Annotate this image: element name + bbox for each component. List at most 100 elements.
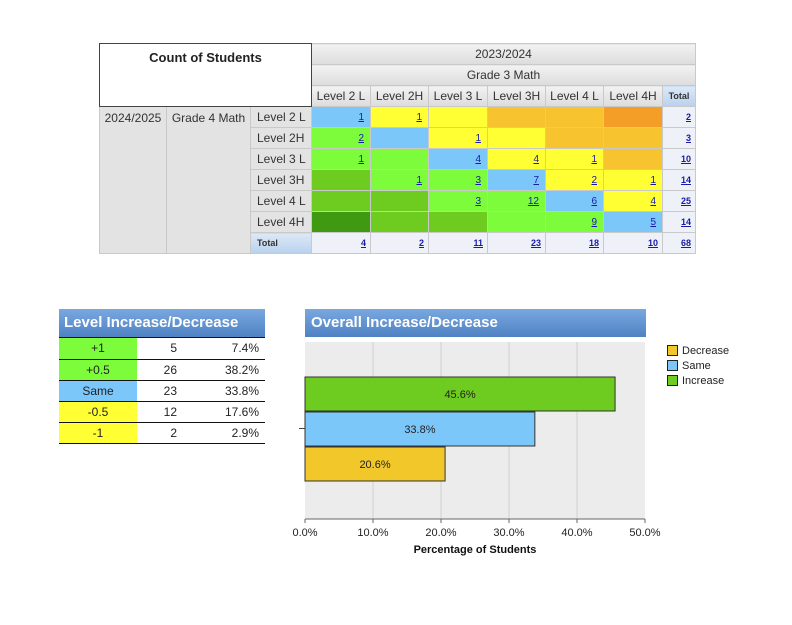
row-total-link[interactable]: 25 [680,196,691,206]
row-total-cell[interactable]: 2 [662,106,696,128]
level-change-count: 12 [137,401,180,423]
row-level-header: Level 2 L [250,106,312,128]
student-count-crosstab: Count of Students 2023/2024 Grade 3 Math… [99,43,696,254]
column-total-link[interactable]: 2 [418,238,424,248]
crosstab-cell[interactable]: 3 [428,169,488,191]
level-change-label: Same [59,380,137,402]
bar-data-label: 45.6% [444,389,475,401]
level-change-row: +0.5 26 38.2% [59,359,265,381]
row-total-cell[interactable]: 3 [662,127,696,149]
legend-item: Same [667,358,729,373]
x-tick-label: 10.0% [357,527,388,539]
crosstab-cell [370,211,429,233]
level-change-row: -1 2 2.9% [59,422,265,444]
row-total-cell[interactable]: 14 [662,169,696,191]
cell-count-link[interactable]: 1 [475,132,481,144]
cell-count-link[interactable]: 4 [533,153,539,165]
column-year-header: 2023/2024 [311,43,696,65]
column-total-link[interactable]: 18 [588,238,599,248]
crosstab-cell[interactable]: 2 [545,169,604,191]
column-total-link[interactable]: 11 [473,238,483,248]
cell-count-link[interactable]: 12 [527,195,539,207]
level-change-count: 26 [137,359,180,381]
grand-total-link[interactable]: 68 [680,238,691,248]
x-tick-label: 0.0% [292,527,317,539]
row-total-link[interactable]: 10 [680,154,691,164]
crosstab-cell[interactable]: 7 [487,169,546,191]
crosstab-cell [370,190,429,212]
level-change-table: Level Increase/Decrease +1 5 7.4% +0.5 26 38.… [59,309,265,444]
bar-increase [304,376,616,412]
level-change-count: 23 [137,380,180,402]
level-change-count: 2 [137,422,180,444]
cell-count-link[interactable]: 6 [591,195,597,207]
crosstab-cell [311,211,371,233]
crosstab-cell [603,106,663,128]
column-total-cell[interactable]: 4 [311,232,371,254]
cell-count-link[interactable]: 1 [650,174,656,186]
column-total-cell[interactable]: 2 [370,232,429,254]
column-total-link[interactable]: 10 [647,238,658,248]
row-total-cell[interactable]: 10 [662,148,696,170]
x-tick-label: 20.0% [425,527,456,539]
cell-count-link[interactable]: 2 [591,174,597,186]
crosstab-cell[interactable]: 4 [428,148,488,170]
crosstab-cell[interactable]: 1 [311,106,371,128]
row-total-link[interactable]: 2 [685,112,691,122]
row-level-header: Level 3H [250,169,312,191]
crosstab-row: Level 3H 1 3 7 2 1 14 [100,169,696,191]
column-level-header: Level 3H [487,85,546,107]
level-change-row: Same 23 33.8% [59,380,265,402]
cell-count-link[interactable]: 3 [475,174,481,186]
row-year-header: 2024/2025 [99,106,167,254]
crosstab-cell[interactable]: 5 [603,211,663,233]
cell-count-link[interactable]: 1 [358,111,364,123]
row-total-link[interactable]: 14 [680,217,691,227]
cell-count-link[interactable]: 2 [358,132,364,144]
crosstab-cell[interactable]: 1 [603,169,663,191]
crosstab-row: Level 3 L 1 4 4 1 10 [100,148,696,170]
legend-swatch [667,375,678,386]
crosstab-cell[interactable]: 3 [428,190,488,212]
chart-legend: Decrease Same Increase [667,343,729,388]
column-total-link[interactable]: 4 [360,238,366,248]
x-tick-label: 30.0% [493,527,524,539]
crosstab-cell[interactable]: 1 [311,148,371,170]
row-level-header: Level 3 L [250,148,312,170]
crosstab-cell [370,127,429,149]
cell-count-link[interactable]: 4 [650,195,656,207]
level-change-percent: 17.6% [180,401,265,423]
cell-count-link[interactable]: 5 [650,216,656,228]
column-total-cell[interactable]: 23 [487,232,546,254]
cell-count-link[interactable]: 3 [475,195,481,207]
row-total-link[interactable]: 3 [685,133,691,143]
legend-item: Increase [667,373,729,388]
row-total-link[interactable]: 14 [680,175,691,185]
level-table-title: Level Increase/Decrease [59,309,265,338]
column-total-cell[interactable]: 10 [603,232,663,254]
cell-count-link[interactable]: 1 [591,153,597,165]
column-total-cell[interactable]: 11 [428,232,488,254]
column-total-header: Total [662,85,696,107]
crosstab-cell [545,127,604,149]
grand-total-cell[interactable]: 68 [662,232,696,254]
cell-count-link[interactable]: 7 [533,174,539,186]
crosstab-cell [428,211,488,233]
row-level-header: Level 2H [250,127,312,149]
cell-count-link[interactable]: 9 [591,216,597,228]
level-change-label: +0.5 [59,359,137,381]
column-total-cell[interactable]: 18 [545,232,604,254]
cell-count-link[interactable]: 4 [475,153,481,165]
cell-count-link[interactable]: 1 [416,111,422,123]
level-change-count: 5 [137,338,180,360]
crosstab-cell [603,127,663,149]
crosstab-row: Level 2H 2 1 3 [100,127,696,149]
level-change-label: -0.5 [59,401,137,423]
legend-label: Same [682,359,711,372]
cell-count-link[interactable]: 1 [358,153,364,165]
column-total-link[interactable]: 23 [530,238,541,248]
crosstab-cell[interactable]: 1 [370,106,429,128]
legend-swatch [667,345,678,356]
cell-count-link[interactable]: 1 [416,174,422,186]
